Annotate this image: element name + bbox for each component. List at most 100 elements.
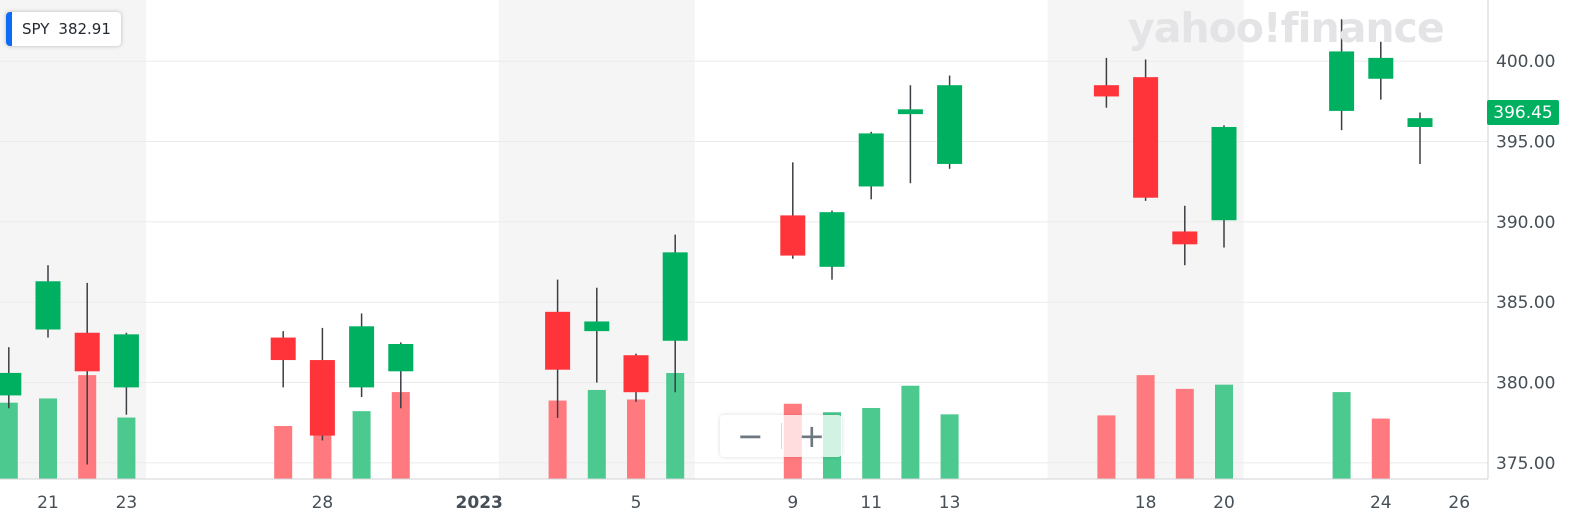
candle — [662, 234, 688, 393]
shaded-week-band — [0, 0, 146, 479]
legend-color-swatch — [6, 12, 12, 46]
x-tick-label: 13 — [939, 493, 961, 513]
legend-symbol: SPY — [22, 20, 50, 38]
candle — [819, 210, 845, 280]
volume-bar — [117, 417, 136, 479]
y-tick-label: 375.00 — [1496, 454, 1555, 474]
x-tick-label: 21 — [37, 493, 59, 513]
gridlines — [0, 60, 1488, 464]
candle — [623, 353, 649, 402]
volume-bar — [666, 373, 685, 479]
x-tick-label: 26 — [1448, 493, 1470, 513]
candle-body — [270, 337, 296, 361]
symbol-legend[interactable]: SPY 382.91 — [6, 12, 121, 46]
candle-body — [819, 212, 845, 267]
volume-bar — [352, 411, 371, 479]
candle — [270, 331, 296, 388]
y-tick-label: 395.00 — [1496, 132, 1555, 152]
candle — [858, 131, 884, 200]
x-tick-label: 20 — [1213, 493, 1235, 513]
candle — [0, 347, 22, 409]
candle — [937, 75, 963, 169]
candle-body — [937, 85, 963, 164]
candle — [1368, 41, 1394, 100]
volume-bar — [940, 414, 959, 479]
legend-value: 382.91 — [58, 20, 111, 38]
y-tick-label: 400.00 — [1496, 52, 1555, 72]
candle — [584, 287, 610, 383]
zoom-out-button[interactable]: − — [736, 417, 764, 455]
volume-bar — [862, 407, 881, 479]
candle — [349, 313, 375, 398]
candle — [780, 162, 806, 259]
candle — [1172, 205, 1198, 266]
shaded-week-bands — [0, 0, 1244, 479]
volume-bar — [548, 400, 567, 479]
x-tick-label: 2023 — [456, 493, 503, 513]
candle-body — [74, 332, 100, 372]
volume-bar — [1371, 418, 1390, 479]
candle-body — [1211, 126, 1237, 221]
y-tick-label: 390.00 — [1496, 213, 1555, 233]
x-tick-label: 18 — [1135, 493, 1157, 513]
y-axis-ticks: 375.00 380.00 385.00 390.00 395.00 400.00 — [1496, 52, 1555, 474]
volume-bar — [391, 392, 410, 479]
candle — [1211, 125, 1237, 248]
candle-body — [309, 360, 335, 436]
candle-body — [35, 281, 61, 330]
volume-bar — [0, 402, 18, 479]
x-tick-label: 23 — [116, 493, 138, 513]
candle — [1407, 112, 1433, 164]
x-tick-label: 9 — [787, 493, 798, 513]
volume-bar — [587, 389, 606, 479]
volume-bar — [39, 398, 57, 479]
current-price-badge: 396.45 — [1487, 100, 1559, 125]
candle-body — [1407, 118, 1433, 127]
candle-body — [1368, 57, 1394, 79]
volume-bar — [1136, 375, 1155, 479]
candle-body — [1133, 77, 1159, 198]
x-tick-label: 24 — [1370, 493, 1392, 513]
volume-bar — [274, 426, 293, 479]
volume-bar — [1097, 415, 1116, 479]
zoom-in-button[interactable]: + — [798, 417, 826, 455]
candle-body — [584, 321, 610, 332]
x-tick-label: 11 — [860, 493, 882, 513]
candle — [1093, 57, 1119, 108]
y-tick-label: 380.00 — [1496, 374, 1555, 394]
candle-body — [662, 252, 688, 341]
volume-bar — [1332, 392, 1351, 479]
candle-body — [780, 215, 806, 256]
candle — [1133, 59, 1159, 201]
candle-body — [623, 355, 649, 393]
volume-bar — [1175, 388, 1194, 479]
candle — [74, 282, 100, 465]
candle-body — [113, 334, 139, 388]
candle — [388, 342, 414, 409]
candle-body — [1093, 85, 1119, 97]
candle — [309, 327, 335, 441]
candle-body — [858, 133, 884, 187]
x-tick-label: 5 — [631, 493, 642, 513]
volume-bar — [901, 385, 920, 479]
candle — [1329, 19, 1355, 131]
candle-body — [388, 343, 414, 372]
candle-body — [0, 372, 22, 396]
x-tick-label: 28 — [312, 493, 334, 513]
candle-body — [349, 326, 375, 388]
zoom-separator — [780, 423, 782, 449]
candle — [545, 279, 571, 418]
candle — [897, 85, 923, 184]
volume-bars — [0, 373, 1390, 479]
candle — [113, 332, 139, 415]
candle-body — [1172, 231, 1198, 245]
y-tick-label: 385.00 — [1496, 293, 1555, 313]
candle-body — [1329, 51, 1355, 111]
zoom-controls: − + — [720, 415, 842, 457]
volume-bar — [627, 399, 645, 479]
x-axis-ticks: 212328202359111318202426Feb37913 — [37, 493, 1470, 513]
volume-bar — [1215, 384, 1233, 479]
candles — [0, 19, 1433, 465]
yahoo-finance-watermark: yahoo!finance — [1128, 4, 1445, 52]
